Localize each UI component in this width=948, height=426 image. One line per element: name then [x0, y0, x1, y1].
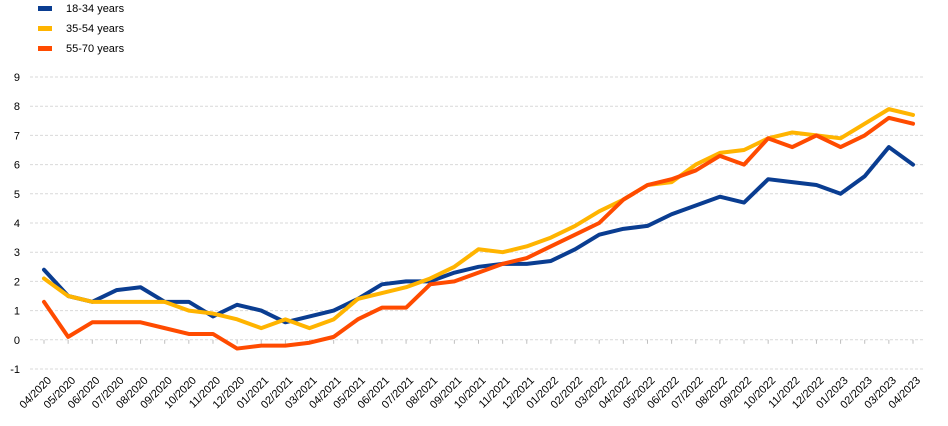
legend: 18-34 years 35-54 years 55-70 years — [38, 3, 125, 55]
y-axis: -1 0 1 2 3 4 5 6 7 8 9 — [10, 72, 20, 376]
y-tick-label: 6 — [14, 160, 20, 172]
series-lines — [42, 107, 915, 351]
legend-swatch — [38, 26, 52, 31]
y-tick-label: 1 — [14, 306, 20, 318]
y-tick-label: 2 — [14, 276, 20, 288]
series-line-55-70-years — [42, 115, 915, 351]
legend-label: 18-34 years — [66, 3, 125, 15]
series-line-18-34-years — [42, 145, 915, 325]
legend-label: 35-54 years — [66, 23, 125, 35]
y-tick-label: 4 — [14, 218, 20, 230]
legend-label: 55-70 years — [66, 43, 125, 55]
y-tick-label: 0 — [14, 335, 20, 347]
y-tick-label: -1 — [10, 364, 20, 376]
y-tick-label: 3 — [14, 247, 20, 259]
y-tick-label: 5 — [14, 189, 20, 201]
gridlines — [30, 76, 923, 370]
y-tick-label: 7 — [14, 130, 20, 142]
y-tick-label: 8 — [14, 101, 20, 113]
x-axis: 04/202005/202006/202007/202008/202009/20… — [18, 339, 923, 411]
legend-swatch — [38, 46, 52, 51]
y-tick-label: 9 — [14, 72, 20, 84]
legend-swatch — [38, 6, 52, 11]
